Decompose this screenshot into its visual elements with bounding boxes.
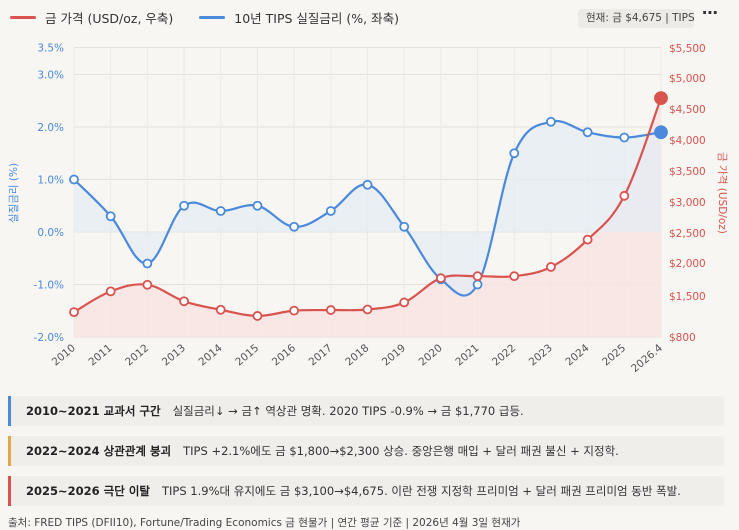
gold-data-point	[654, 91, 668, 106]
note-title: 2010~2021 교과서 구간	[26, 404, 161, 418]
tips-data-point	[289, 221, 300, 232]
tips-data-point	[215, 206, 226, 216]
tips-data-point	[362, 179, 373, 190]
source-caption: 출처: FRED TIPS (DFII10), Fortune/Trading …	[8, 517, 521, 529]
y-right-tick-label: $800	[669, 332, 696, 344]
tips-data-point	[325, 206, 336, 216]
tips-area-fill	[74, 120, 661, 296]
gold-data-point	[619, 190, 630, 201]
y-right-tick-label: $2,500	[669, 228, 706, 240]
gold-data-point	[105, 286, 116, 297]
gold-data-point	[252, 311, 263, 321]
tips-data-point	[509, 148, 520, 159]
more-options-icon[interactable]: ⋯	[702, 3, 718, 22]
note-accent-bar	[8, 476, 11, 506]
tips-data-point	[399, 221, 410, 232]
note-period-2010-2021: 2010~2021 교과서 구간 실질금리↓ → 금↑ 역상관 명확. 2020…	[8, 396, 724, 426]
chart-canvas: 3.5% 3.0% 2.0% 1.0% 0.0% -1.0% -2.0% $5,500 $5,0…	[8, 43, 729, 375]
legend-item-gold[interactable]: 금 가격 (USD/oz, 우축)	[10, 8, 173, 27]
y-left-tick-label: 0.0%	[37, 227, 64, 239]
y-left-tick-label: -1.0%	[34, 280, 64, 292]
tips-data-point	[142, 258, 153, 269]
x-tick-label: 2026.4	[629, 342, 665, 375]
y-left-tick-label: -2.0%	[34, 332, 64, 344]
gold-data-point	[325, 305, 336, 315]
x-tick-label: 2015	[233, 342, 261, 368]
gold-data-point	[69, 307, 79, 318]
note-text: TIPS +2.1%에도 금 $1,800→$2,300 상승. 중앙은행 매입…	[183, 444, 619, 458]
y-right-axis-title: 금 가격 (USD/oz)	[716, 152, 729, 234]
legend-label-gold: 금 가격 (USD/oz, 우축)	[45, 11, 174, 26]
tips-data-point	[619, 132, 630, 143]
y-right-tick-label: $4,500	[669, 104, 706, 116]
tips-data-point	[69, 174, 79, 185]
gold-data-point	[472, 271, 483, 282]
y-left-tick-label: 2.0%	[37, 122, 64, 134]
x-tick-label: 2023	[527, 342, 555, 368]
gold-data-point	[142, 279, 153, 290]
y-right-tick-label: $3,500	[669, 166, 706, 178]
legend-item-tips[interactable]: 10년 TIPS 실질금리 (%, 좌축)	[199, 8, 399, 27]
tips-data-point	[582, 127, 593, 138]
legend-swatch-gold	[10, 16, 36, 19]
note-accent-bar	[8, 396, 11, 426]
x-tick-label: 2025	[600, 342, 628, 368]
x-tick-label: 2012	[123, 342, 151, 368]
note-period-2025-2026: 2025~2026 극단 이탈 TIPS 1.9%대 유지에도 금 $3,100…	[8, 476, 724, 506]
tips-data-point	[105, 211, 116, 222]
legend-label-tips: 10년 TIPS 실질금리 (%, 좌축)	[234, 11, 399, 26]
x-tick-label: 2010	[50, 342, 78, 368]
x-tick-label: 2022	[490, 342, 518, 368]
y-right-tick-label: $5,500	[669, 43, 706, 55]
y-left-tick-label: 3.5%	[37, 43, 64, 55]
gold-data-point	[546, 262, 556, 272]
note-accent-bar	[8, 436, 11, 466]
gold-data-point	[179, 296, 189, 307]
x-tick-label: 2011	[86, 342, 114, 368]
x-tick-label: 2020	[417, 342, 445, 368]
y-right-tick-label: $3,000	[669, 197, 706, 209]
x-tick-label: 2017	[307, 342, 335, 368]
x-tick-label: 2021	[453, 342, 481, 368]
chart-legend: 금 가격 (USD/oz, 우축) 10년 TIPS 실질금리 (%, 좌축)	[10, 8, 399, 27]
note-title: 2022~2024 상관관계 붕괴	[26, 444, 172, 458]
x-tick-label: 2018	[343, 342, 371, 368]
gold-data-point	[362, 304, 373, 315]
gold-data-point	[509, 271, 520, 282]
current-status-badge: 현재: 금 $4,675 | TIPS 1.9%	[578, 9, 694, 28]
y-left-axis-title: 실질금리 (%)	[8, 163, 20, 223]
y-right-tick-label: $5,000	[669, 73, 706, 85]
note-text: 실질금리↓ → 금↑ 역상관 명확. 2020 TIPS -0.9% → 금 $…	[172, 404, 524, 418]
tips-data-point	[179, 200, 189, 211]
y-right-tick-label: $1,500	[669, 291, 706, 303]
note-title: 2025~2026 극단 이탈	[26, 484, 150, 498]
y-right-tick-label: $4,000	[669, 135, 706, 147]
x-tick-label: 2016	[270, 342, 298, 369]
tips-data-point	[472, 279, 483, 290]
note-text: TIPS 1.9%대 유지에도 금 $3,100→$4,675. 이란 전쟁 지…	[161, 484, 681, 498]
tips-data-point	[252, 200, 263, 211]
x-tick-label: 2013	[160, 342, 188, 368]
gold-data-point	[289, 305, 300, 316]
x-tick-label: 2014	[196, 342, 224, 369]
y-right-tick-label: $2,000	[669, 258, 706, 270]
gold-data-point	[215, 304, 226, 315]
y-left-tick-label: 1.0%	[37, 175, 64, 187]
x-tick-label: 2019	[380, 342, 408, 368]
gold-data-point	[582, 234, 593, 245]
tips-data-point	[654, 125, 668, 140]
tips-data-point	[546, 116, 556, 127]
gold-data-point	[399, 297, 410, 308]
gold-data-point	[435, 273, 446, 284]
y-left-tick-label: 3.0%	[37, 70, 64, 82]
x-tick-label: 2024	[563, 342, 591, 369]
note-period-2022-2024: 2022~2024 상관관계 붕괴 TIPS +2.1%에도 금 $1,800→…	[8, 436, 724, 466]
legend-swatch-tips	[199, 16, 226, 19]
